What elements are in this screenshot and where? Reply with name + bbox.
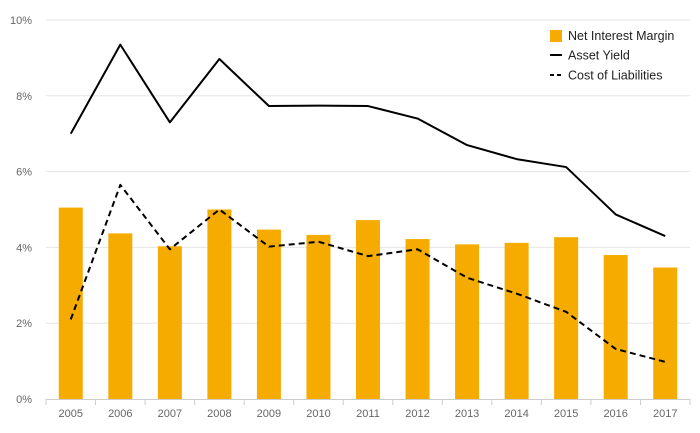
bar [603,254,628,399]
x-tick-label: 2011 [356,408,380,420]
y-tick-label: 6% [16,167,32,179]
bar [157,246,182,399]
x-tick-label: 2010 [306,408,330,420]
bar [58,207,83,399]
x-tick-label: 2008 [207,408,231,420]
bar [504,242,529,399]
y-tick-label: 10% [10,15,32,27]
x-tick-label: 2014 [504,408,528,420]
x-tick-label: 2009 [257,408,281,420]
bar [306,234,331,399]
y-tick-label: 2% [16,318,32,330]
bar [653,267,678,399]
x-tick-label: 2017 [653,408,677,420]
legend-label-asset-yield: Asset Yield [568,49,630,63]
x-tick-label: 2007 [158,408,182,420]
y-tick-label: 4% [16,242,32,254]
x-tick-label: 2013 [455,408,479,420]
legend: Net Interest Margin Asset Yield Cost of … [550,29,674,83]
x-tick-label: 2015 [554,408,578,420]
bar [256,229,281,399]
legend-label-cost-of-liabilities: Cost of Liabilities [568,69,663,83]
x-tick-label: 2012 [405,408,429,420]
bar [108,233,133,399]
y-tick-label: 0% [16,394,32,406]
legend-swatch-net-interest-margin [550,30,562,42]
x-tick-label: 2016 [603,408,627,420]
bar [207,209,232,399]
line-series [69,43,666,363]
x-tick-label: 2005 [59,408,83,420]
bar [455,244,480,399]
legend-label-net-interest-margin: Net Interest Margin [568,29,674,43]
bar [356,220,380,399]
y-tick-label: 8% [16,91,32,103]
x-tick-label: 2006 [108,408,132,420]
bar-series [58,207,678,399]
axes: 0% 2% 4% 6% 8% 10% 2005 2006 2007 2008 2009 2010 201… [10,15,691,420]
bar [405,239,430,399]
